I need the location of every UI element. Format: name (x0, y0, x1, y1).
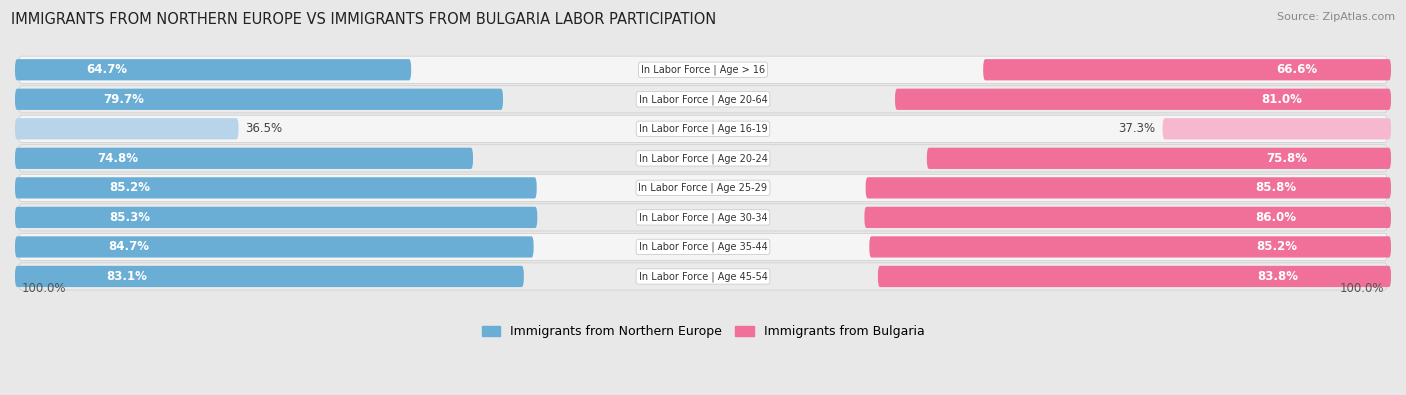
Text: 79.7%: 79.7% (103, 93, 143, 106)
Text: 85.2%: 85.2% (1256, 241, 1298, 254)
Text: 37.3%: 37.3% (1119, 122, 1156, 135)
FancyBboxPatch shape (869, 236, 1391, 258)
Text: 64.7%: 64.7% (86, 63, 128, 76)
FancyBboxPatch shape (983, 59, 1391, 80)
Text: In Labor Force | Age 16-19: In Labor Force | Age 16-19 (638, 124, 768, 134)
Text: In Labor Force | Age 25-29: In Labor Force | Age 25-29 (638, 182, 768, 193)
Text: 100.0%: 100.0% (22, 282, 66, 295)
FancyBboxPatch shape (15, 148, 472, 169)
FancyBboxPatch shape (18, 145, 1388, 172)
FancyBboxPatch shape (15, 207, 537, 228)
FancyBboxPatch shape (15, 59, 411, 80)
FancyBboxPatch shape (896, 88, 1391, 110)
FancyBboxPatch shape (15, 118, 239, 139)
Text: 85.3%: 85.3% (110, 211, 150, 224)
FancyBboxPatch shape (18, 174, 1388, 201)
Text: In Labor Force | Age 45-54: In Labor Force | Age 45-54 (638, 271, 768, 282)
FancyBboxPatch shape (877, 266, 1391, 287)
FancyBboxPatch shape (15, 88, 503, 110)
Text: In Labor Force | Age 20-24: In Labor Force | Age 20-24 (638, 153, 768, 164)
Text: 84.7%: 84.7% (108, 241, 149, 254)
Text: 85.2%: 85.2% (108, 181, 150, 194)
Text: 86.0%: 86.0% (1256, 211, 1296, 224)
FancyBboxPatch shape (18, 263, 1388, 290)
FancyBboxPatch shape (18, 86, 1388, 113)
FancyBboxPatch shape (865, 207, 1391, 228)
Text: Source: ZipAtlas.com: Source: ZipAtlas.com (1277, 12, 1395, 22)
Text: 66.6%: 66.6% (1277, 63, 1317, 76)
Text: In Labor Force | Age > 16: In Labor Force | Age > 16 (641, 64, 765, 75)
Legend: Immigrants from Northern Europe, Immigrants from Bulgaria: Immigrants from Northern Europe, Immigra… (477, 320, 929, 343)
FancyBboxPatch shape (927, 148, 1391, 169)
Text: 83.1%: 83.1% (107, 270, 148, 283)
FancyBboxPatch shape (18, 204, 1388, 231)
FancyBboxPatch shape (18, 233, 1388, 260)
Text: 75.8%: 75.8% (1267, 152, 1308, 165)
Text: IMMIGRANTS FROM NORTHERN EUROPE VS IMMIGRANTS FROM BULGARIA LABOR PARTICIPATION: IMMIGRANTS FROM NORTHERN EUROPE VS IMMIG… (11, 12, 717, 27)
FancyBboxPatch shape (15, 236, 534, 258)
FancyBboxPatch shape (866, 177, 1391, 199)
Text: In Labor Force | Age 30-34: In Labor Force | Age 30-34 (638, 212, 768, 223)
Text: 36.5%: 36.5% (246, 122, 283, 135)
FancyBboxPatch shape (18, 56, 1388, 83)
FancyBboxPatch shape (15, 266, 524, 287)
Text: 81.0%: 81.0% (1261, 93, 1302, 106)
FancyBboxPatch shape (15, 177, 537, 199)
Text: 85.8%: 85.8% (1256, 181, 1296, 194)
Text: 74.8%: 74.8% (97, 152, 138, 165)
FancyBboxPatch shape (1163, 118, 1391, 139)
Text: 100.0%: 100.0% (1340, 282, 1384, 295)
Text: In Labor Force | Age 20-64: In Labor Force | Age 20-64 (638, 94, 768, 105)
Text: In Labor Force | Age 35-44: In Labor Force | Age 35-44 (638, 242, 768, 252)
FancyBboxPatch shape (18, 115, 1388, 142)
Text: 83.8%: 83.8% (1257, 270, 1299, 283)
